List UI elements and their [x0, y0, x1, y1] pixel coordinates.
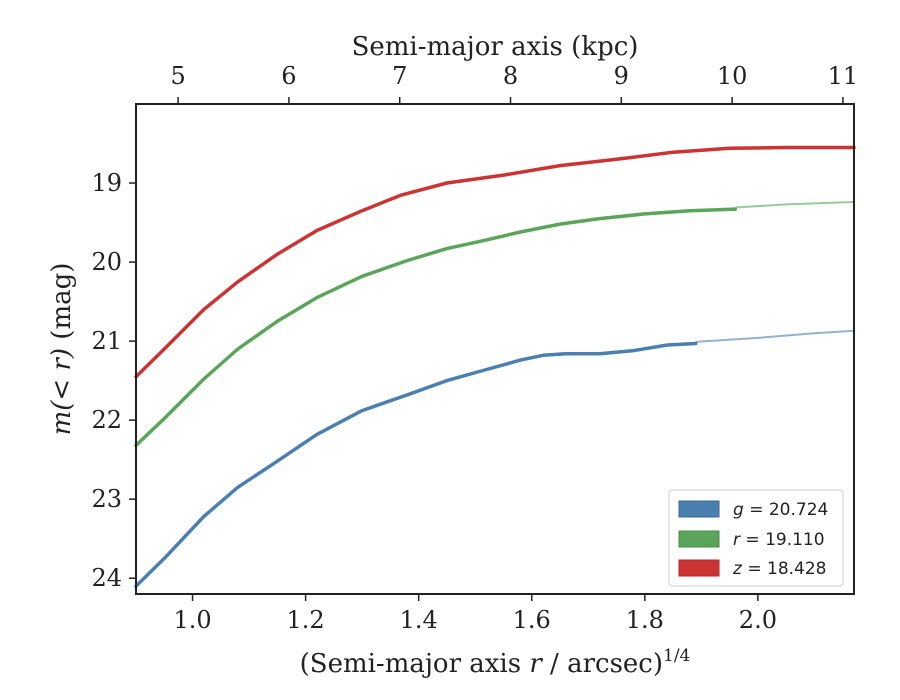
y-tick-label: 24 [91, 564, 122, 592]
series-model-line-g [695, 329, 855, 343]
top-tick-label: 10 [717, 62, 748, 90]
legend-label-z: z = 18.428 [732, 559, 826, 579]
legend-entry-r: r = 19.110 [678, 530, 825, 550]
legend-swatch-g [678, 500, 720, 518]
legend-swatch-r [678, 530, 720, 548]
top-x-axis-label: Semi-major axis (kpc) [352, 32, 639, 62]
top-tick-label: 7 [392, 62, 407, 90]
legend-entry-z: z = 18.428 [678, 559, 826, 579]
top-tick-label: 8 [503, 62, 518, 90]
y-axis-label: m(< r) (mag) [47, 263, 77, 436]
bottom-x-axis-label: (Semi-major axis r / arcsec)1/4 [300, 646, 691, 679]
series-line-r [134, 207, 738, 448]
y-axis-label-unit: (mag) [47, 263, 77, 348]
x-tick-label: 1.8 [626, 606, 664, 634]
bottom-x-axis-label-var: r [529, 649, 543, 679]
bottom-x-axis-label-prefix: (Semi-major axis [300, 649, 530, 679]
legend-swatch-z [678, 559, 720, 577]
x-tick-label: 1.0 [173, 606, 211, 634]
x-tick-label: 1.6 [513, 606, 551, 634]
legend-entry-g: g = 20.724 [678, 500, 828, 520]
y-tick-label: 19 [91, 169, 122, 197]
legend: g = 20.724 r = 19.110 z = 18.428 [668, 489, 844, 587]
series-line-z [134, 145, 856, 379]
top-tick-label: 6 [281, 62, 296, 90]
top-tick-label: 11 [828, 62, 859, 90]
top-tick-label: 5 [170, 62, 185, 90]
bottom-x-axis-label-exponent: 1/4 [663, 646, 690, 666]
legend-label-r: r = 19.110 [733, 530, 825, 550]
y-tick-label: 20 [91, 248, 122, 276]
x-tick-label: 2.0 [739, 606, 777, 634]
plot-marks [134, 145, 856, 588]
axis-ticks: 1.0 1.2 1.4 1.6 1.8 2.0 19 20 21 22 23 24 5 6 7 8 9 10 11 [91, 62, 858, 634]
bottom-x-axis-label-suffix: / arcsec) [542, 649, 663, 679]
y-axis-label-var: m(< r) [47, 348, 77, 435]
plot-frame [135, 103, 855, 595]
x-tick-label: 1.2 [287, 606, 325, 634]
series-model-line-r [735, 201, 855, 209]
y-tick-label: 22 [91, 406, 122, 434]
y-tick-label: 21 [91, 327, 122, 355]
y-tick-label: 23 [91, 485, 122, 513]
series-line-g [134, 341, 698, 588]
top-tick-label: 9 [614, 62, 629, 90]
legend-label-g: g = 20.724 [733, 500, 828, 520]
x-tick-label: 1.4 [400, 606, 438, 634]
